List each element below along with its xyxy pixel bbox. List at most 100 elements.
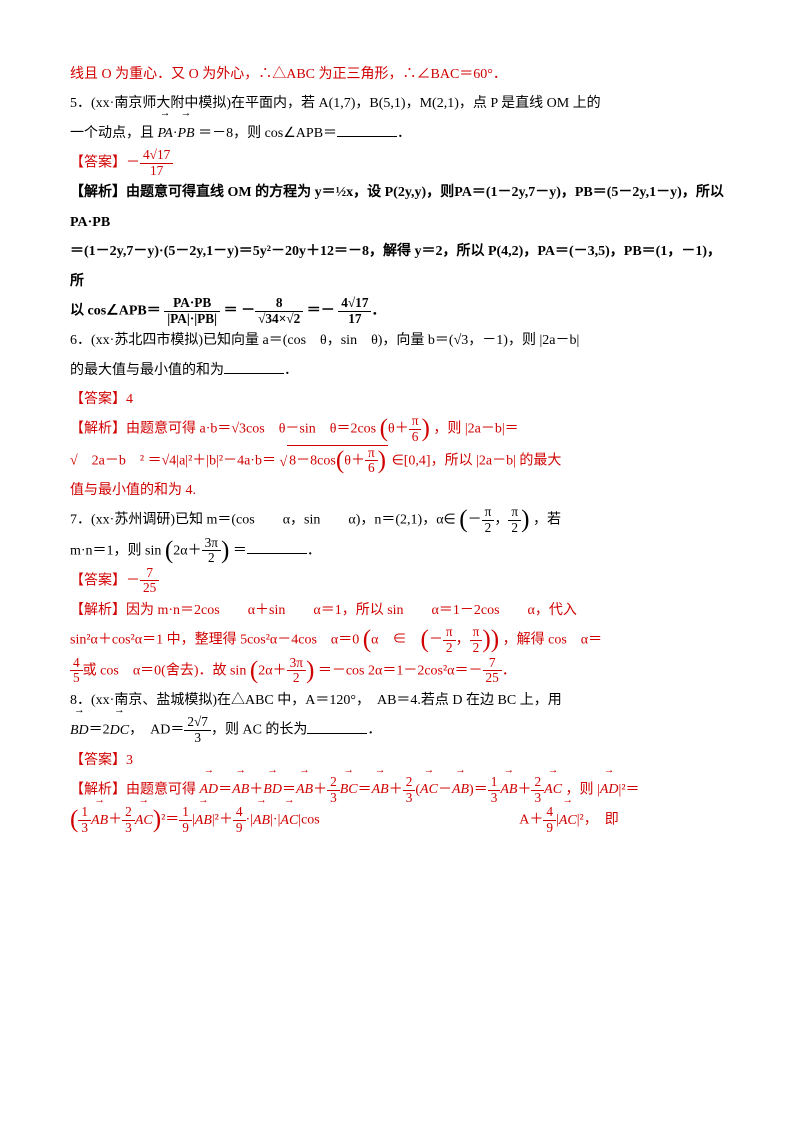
- vec: AB: [253, 806, 270, 835]
- frac: 49: [233, 805, 246, 835]
- q5-line2: 一个动点，且 PA·PB ＝－8，则 cos∠APB＝．: [70, 119, 730, 148]
- n: 1: [78, 805, 91, 821]
- t: ，解得 cos α＝: [503, 633, 603, 648]
- t: |·|: [270, 813, 280, 828]
- val: 4: [126, 392, 133, 407]
- q5-sol-img1: 【解析】由题意可得直线 OM 的方程为 y＝½x，设 P(2y,y)，则PA＝(…: [70, 178, 730, 237]
- frac: π2: [508, 505, 521, 535]
- vec-bd: BD: [70, 716, 89, 745]
- frac: 3π2: [202, 536, 221, 566]
- d: 2: [287, 671, 306, 686]
- n: 3π: [202, 536, 221, 552]
- t: 以 cos∠APB＝: [70, 303, 161, 318]
- q6-line2: 的最大值与最小值的和为．: [70, 356, 730, 385]
- d: 25: [140, 581, 159, 596]
- n: 2: [403, 775, 416, 791]
- q5-sol-img2: ＝(1－2y,7－y)·(5－2y,1－y)＝5y²－20y＋12＝－8，解得 …: [70, 237, 730, 296]
- blank: [224, 359, 284, 374]
- q5-text2b: ＝－8，则 cos∠APB＝: [198, 126, 337, 141]
- num: 4√17: [140, 148, 173, 164]
- d: 6: [409, 430, 422, 445]
- t: ²＝: [161, 813, 179, 828]
- q6-line1: 6．(xx·苏北四市模拟)已知向量 a＝(cos θ，sin θ)，向量 b＝(…: [70, 326, 730, 355]
- sqrt-icon: √: [279, 448, 287, 477]
- frac: π6: [409, 414, 422, 444]
- t: 2α＋: [173, 543, 201, 558]
- q7-sol-line1: 【解析】因为 m·n＝2cos α＋sin α＝1，所以 sin α＝1－2co…: [70, 596, 730, 625]
- frac: π2: [443, 625, 456, 655]
- n: 4√17: [338, 296, 371, 312]
- rparen-icon: ): [421, 416, 429, 443]
- val: 3: [126, 753, 133, 768]
- frac: 8√34×√2: [255, 296, 303, 326]
- n: 8: [255, 296, 303, 312]
- t: ， AD＝: [129, 723, 184, 738]
- d: 3: [122, 821, 135, 836]
- answer-label: 【答案】: [70, 156, 126, 171]
- rparen-icon: ): [521, 506, 529, 533]
- q7-line2: m·n＝1，则 sin (2α＋3π2) ＝．: [70, 536, 730, 566]
- frac: 45: [70, 656, 83, 686]
- d: 2: [482, 521, 495, 536]
- vec: AC: [280, 806, 298, 835]
- rparen-icon: ): [153, 806, 161, 833]
- lparen-icon: (: [421, 627, 429, 654]
- t: √ 2a－b ² ＝√4|a|²＋|b|²－4a·b＝: [70, 453, 276, 468]
- frac: 725: [140, 566, 159, 596]
- n: 1: [488, 775, 501, 791]
- vec: AC: [559, 806, 577, 835]
- top-fragment: 线且 O 为重心．又 O 为外心，∴△ABC 为正三角形，∴∠BAC＝60°．: [70, 60, 730, 89]
- t: －: [468, 513, 482, 528]
- t: A＋: [519, 813, 543, 828]
- p: ＋: [313, 782, 327, 797]
- vec: BC: [340, 775, 358, 804]
- t: |²＋: [212, 813, 233, 828]
- lparen-icon: (: [250, 657, 258, 684]
- q7-sol-line3: 45或 cos α＝0(舍去)．故 sin (2α＋3π2) ＝－cos 2α＝…: [70, 656, 730, 686]
- t: ·|: [246, 813, 253, 828]
- lparen-icon: (: [70, 806, 78, 833]
- t: α ∈: [371, 633, 406, 648]
- frac: 23: [531, 775, 544, 805]
- n: π: [508, 505, 521, 521]
- vec: AB: [372, 775, 389, 804]
- t: ＝: [224, 303, 238, 318]
- t: ，则 AC 的长为: [211, 723, 307, 738]
- n: π: [482, 505, 495, 521]
- d: 6: [365, 461, 378, 476]
- t: m·n＝1，则 sin: [70, 543, 161, 558]
- n: 2: [531, 775, 544, 791]
- q5-sol-img3: 以 cos∠APB＝ PA·PB|PA|·|PB| ＝ －8√34×√2 ＝－ …: [70, 296, 730, 326]
- vec-pb: PB: [177, 119, 194, 148]
- t: 【解析】由题意可得: [70, 782, 196, 797]
- blank: [307, 719, 367, 734]
- t: θ＋: [388, 422, 409, 437]
- d: 2: [470, 641, 483, 656]
- eq: ＝: [474, 782, 488, 797]
- d: 17: [338, 312, 371, 327]
- label: 【答案】: [70, 573, 126, 588]
- neg: －: [126, 573, 140, 588]
- n: 4: [70, 656, 83, 672]
- t: ，则 |2a－b|＝: [433, 422, 518, 437]
- vec: AD: [600, 775, 619, 804]
- t: 2α＋: [258, 663, 286, 678]
- n: PA·PB: [164, 296, 220, 312]
- eq: ＝: [358, 782, 372, 797]
- p: ＋: [389, 782, 403, 797]
- n: 7: [140, 566, 159, 582]
- q6-sol-line2: √ 2a－b ² ＝√4|a|²＋|b|²－4a·b＝ √8－8cos(θ＋π6…: [70, 445, 730, 476]
- frac: 3π2: [287, 656, 306, 686]
- frac: π2: [470, 625, 483, 655]
- frac: 13: [488, 775, 501, 805]
- d: 2: [508, 521, 521, 536]
- vec: AB: [91, 806, 108, 835]
- lparen-icon: (: [363, 627, 371, 654]
- vec: AB: [195, 806, 212, 835]
- q8-sol-line2: (13AB＋23AC)²＝19|AB|²＋49·|AB|·|AC|cos A＋4…: [70, 805, 730, 835]
- n: 3π: [287, 656, 306, 672]
- frac: PA·PB|PA|·|PB|: [164, 296, 220, 326]
- rparen-icon: ): [221, 537, 229, 564]
- d: 3: [78, 821, 91, 836]
- d: 3: [531, 791, 544, 806]
